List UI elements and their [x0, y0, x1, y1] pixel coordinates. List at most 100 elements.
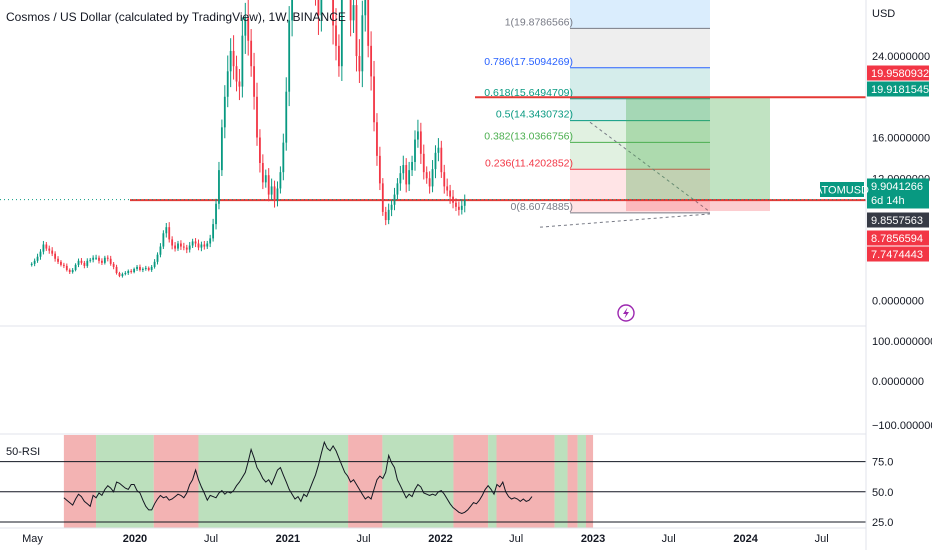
candle-body [452, 196, 454, 203]
fib-retracement[interactable]: 0(8.6074885) 0.236(11.4202852) 0.382(13.03… [484, 0, 711, 228]
candle-body [276, 188, 279, 201]
candle-body [51, 250, 54, 254]
candle-body [127, 270, 130, 274]
price-tick-label: 16.0000000 [872, 133, 930, 145]
candle-body [229, 50, 232, 72]
candle-body [156, 254, 159, 262]
fib-zone [570, 142, 710, 170]
candle-body [285, 91, 288, 143]
candle-body [106, 257, 109, 259]
rsi-tick-label: 75.0 [872, 457, 893, 469]
rsi-zone-bearish [63, 435, 97, 528]
rsi-zone-bullish [488, 435, 497, 528]
rsi-tick-label: 50.0 [872, 487, 893, 499]
time-tick-label: May [22, 533, 43, 545]
price-tick-label: 24.0000000 [872, 51, 930, 63]
candle-body [144, 267, 147, 269]
price-tag-label: 9.9041266 [871, 181, 923, 193]
fib-level-label: 1(19.8786566) [505, 16, 573, 28]
lightning-icon[interactable] [617, 304, 635, 322]
candle-body [30, 263, 33, 265]
candle-body [460, 205, 463, 210]
price-tag [867, 65, 929, 81]
price-tag [867, 230, 929, 246]
candle-body [463, 199, 466, 206]
candle-body [244, 17, 247, 36]
rsi-tick-label: 25.0 [872, 517, 893, 529]
rsi-zone-bearish [585, 435, 594, 528]
price-tag-label: 19.9580932 [871, 68, 929, 80]
candle-body [62, 264, 65, 266]
candle-body [209, 238, 212, 244]
price-tag-label: 9.8557563 [871, 215, 923, 227]
candle-body [446, 186, 449, 191]
candle-body [232, 50, 235, 67]
price-tag-countdown: 6d 14h [871, 195, 905, 207]
candle-body [139, 266, 141, 270]
candle-body [215, 203, 217, 225]
fib-zone [570, 120, 710, 143]
candle-body [376, 122, 378, 156]
candle-body [355, 5, 358, 57]
time-tick-label: Jul [815, 533, 829, 545]
long-position-tool[interactable] [626, 97, 770, 212]
candle-body [250, 40, 253, 67]
fib-level-label: 0.236(11.4202852) [485, 157, 573, 169]
candle-body [352, 5, 355, 21]
candle-body [86, 260, 89, 266]
candle-body [238, 81, 241, 87]
candle-body [36, 256, 39, 261]
candle-body [162, 233, 165, 247]
candle-body [340, 0, 343, 67]
candle-body [133, 268, 136, 273]
candle-body [411, 161, 413, 171]
candle-body [141, 268, 144, 270]
candle-body [428, 178, 431, 187]
candle-body [320, 0, 323, 16]
candle-body [414, 139, 416, 162]
candle-body [235, 66, 238, 82]
candle-body [89, 259, 92, 261]
candle-body [68, 269, 71, 273]
fib-zone [570, 98, 710, 121]
candle-body [279, 172, 282, 189]
candle-body [408, 170, 411, 185]
rsi-axis[interactable]: 75.0 50.0 25.0 [872, 457, 893, 529]
candle-body [118, 273, 121, 277]
candle-body [291, 0, 294, 21]
rsi-label: 50-RSI [6, 446, 40, 458]
time-tick-label: Jul [357, 533, 371, 545]
time-tick-label: 2022 [428, 533, 452, 545]
candle-body [39, 251, 42, 257]
position-stop-zone [626, 199, 770, 212]
fib-level-label: 0.5(14.3430732) [496, 109, 573, 121]
candle-body [153, 261, 156, 267]
time-tick-label: 2024 [733, 533, 758, 545]
rsi-zone-bearish [567, 435, 578, 528]
candle-body [449, 190, 452, 197]
drawn-lines[interactable] [0, 96, 866, 202]
time-axis[interactable]: May 2020 Jul 2021 Jul 2022 Jul 2023 Jul 2024 Jul [22, 533, 829, 545]
candle-body [147, 267, 150, 270]
candle-body [124, 273, 127, 275]
price-tag-label: 7.7474443 [871, 249, 923, 261]
middle-pane-axis[interactable]: 100.0000000 0.0000000 −100.0000000 [872, 336, 932, 432]
time-tick-label: 2020 [123, 533, 147, 545]
candle-body [338, 45, 340, 67]
candle-body [443, 172, 446, 187]
candle-body [191, 241, 194, 246]
candle-body [455, 202, 457, 207]
candle-body [282, 142, 285, 173]
fib-zone [570, 28, 710, 68]
time-tick-label: Jul [204, 533, 218, 545]
candle-body [130, 270, 133, 273]
candle-body [273, 186, 276, 201]
candle-body [57, 258, 59, 262]
candle-body [457, 206, 460, 210]
price-tick-label: 0.0000000 [872, 296, 924, 308]
fib-trend-line [539, 213, 711, 228]
candle-body [241, 35, 244, 87]
candle-body [194, 241, 197, 244]
rsi-zone-bearish [496, 435, 555, 528]
